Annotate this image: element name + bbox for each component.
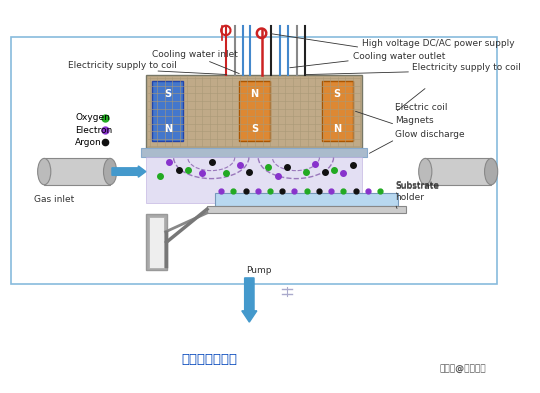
Text: Magnets: Magnets (395, 116, 434, 125)
FancyArrow shape (112, 166, 146, 177)
Text: N: N (164, 124, 172, 134)
Bar (214, 193, 398, 206)
Bar (44, 158, 110, 185)
Text: Cooling water inlet: Cooling water inlet (152, 50, 238, 59)
Bar (146, 75, 362, 148)
Text: Electron: Electron (75, 126, 112, 135)
Text: Substrate
holder: Substrate holder (395, 182, 439, 202)
Text: Electricity supply to coil: Electricity supply to coil (412, 63, 521, 72)
Text: Substrate: Substrate (395, 180, 439, 189)
Text: Pump: Pump (246, 266, 272, 275)
Text: High voltage DC/AC power supply: High voltage DC/AC power supply (362, 39, 515, 48)
Bar (146, 214, 166, 270)
Ellipse shape (104, 158, 117, 185)
Text: Argon: Argon (75, 138, 102, 147)
Text: Cooling water outlet: Cooling water outlet (353, 51, 445, 61)
Bar (239, 81, 270, 141)
Bar (207, 206, 406, 213)
Text: N: N (251, 90, 259, 99)
Text: 磁控溅射原理图: 磁控溅射原理图 (181, 353, 237, 366)
Ellipse shape (38, 158, 51, 185)
Text: Electric coil: Electric coil (395, 103, 448, 112)
Bar (152, 81, 184, 141)
Bar (11, 37, 497, 285)
Ellipse shape (484, 158, 498, 185)
Text: Glow discharge: Glow discharge (395, 130, 465, 139)
Text: 搜狐号@瑞派防爆: 搜狐号@瑞派防爆 (440, 364, 486, 373)
Bar (146, 158, 362, 203)
Ellipse shape (418, 158, 432, 185)
FancyArrow shape (242, 278, 257, 322)
Text: Oxygen: Oxygen (75, 114, 110, 123)
Text: Gas inlet: Gas inlet (35, 195, 75, 204)
Bar (426, 158, 491, 185)
Bar (141, 148, 367, 158)
Text: S: S (334, 90, 341, 99)
Text: N: N (333, 124, 341, 134)
Text: S: S (164, 90, 172, 99)
Bar (148, 217, 164, 268)
Text: Electricity supply to coil: Electricity supply to coil (68, 61, 177, 70)
Text: S: S (251, 124, 258, 134)
Bar (322, 81, 353, 141)
